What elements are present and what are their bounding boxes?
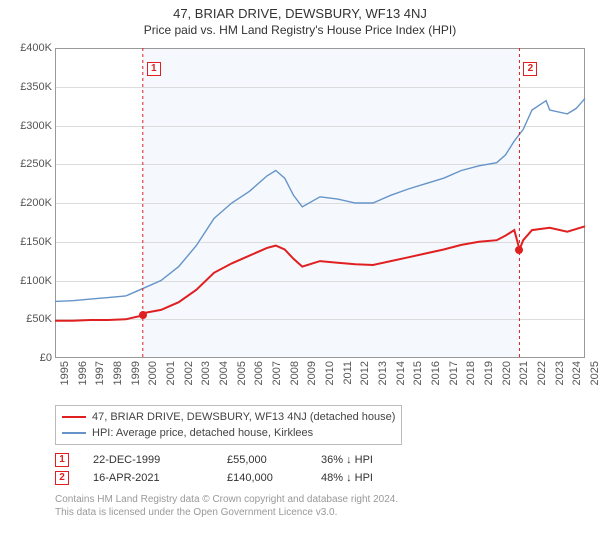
- x-tick-label: 2025: [589, 361, 600, 385]
- transaction-marker: 1: [55, 453, 69, 467]
- chart-title: 47, BRIAR DRIVE, DEWSBURY, WF13 4NJ: [10, 6, 590, 21]
- x-tick-label: 2017: [448, 361, 460, 385]
- y-tick-label: £200K: [20, 197, 52, 209]
- legend-label: 47, BRIAR DRIVE, DEWSBURY, WF13 4NJ (det…: [92, 411, 395, 423]
- legend-row: HPI: Average price, detached house, Kirk…: [62, 425, 395, 441]
- chart-area: £0 £50K £100K £150K £200K £250K £300K £350K £400…: [10, 43, 590, 403]
- y-tick-label: £50K: [26, 313, 52, 325]
- x-tick-label: 2018: [465, 361, 477, 385]
- series-hpi: [55, 98, 585, 301]
- marker-label: 1: [147, 62, 161, 76]
- x-tick-label: 2008: [289, 361, 301, 385]
- transaction-row: 1 22-DEC-1999 £55,000 36% ↓ HPI: [55, 451, 590, 469]
- x-tick-label: 2001: [165, 361, 177, 385]
- legend-swatch: [62, 416, 86, 418]
- x-tick-label: 2023: [554, 361, 566, 385]
- transaction-date: 16-APR-2021: [93, 472, 203, 484]
- legend: 47, BRIAR DRIVE, DEWSBURY, WF13 4NJ (det…: [55, 405, 402, 445]
- attribution: Contains HM Land Registry data © Crown c…: [55, 493, 590, 519]
- y-tick-label: £400K: [20, 42, 52, 54]
- y-tick-label: £100K: [20, 275, 52, 287]
- chart-container: 47, BRIAR DRIVE, DEWSBURY, WF13 4NJ Pric…: [0, 0, 600, 523]
- transaction-price: £55,000: [227, 454, 297, 466]
- x-tick-label: 2010: [324, 361, 336, 385]
- x-tick-label: 2020: [501, 361, 513, 385]
- x-tick-label: 2004: [218, 361, 230, 385]
- x-tick-label: 1998: [112, 361, 124, 385]
- x-tick-label: 2000: [147, 361, 159, 385]
- transaction-marker: 2: [55, 471, 69, 485]
- transaction-row: 2 16-APR-2021 £140,000 48% ↓ HPI: [55, 469, 590, 487]
- x-tick-label: 2005: [236, 361, 248, 385]
- x-tick-label: 2021: [518, 361, 530, 385]
- x-axis-labels: 1995 1996 1997 1998 1999 2000 2001 2002 2003 2004…: [55, 361, 585, 401]
- legend-row: 47, BRIAR DRIVE, DEWSBURY, WF13 4NJ (det…: [62, 409, 395, 425]
- line-series-svg: [55, 48, 585, 358]
- x-tick-label: 1995: [59, 361, 71, 385]
- x-tick-label: 2011: [342, 361, 354, 385]
- y-tick-label: £250K: [20, 158, 52, 170]
- plot-area: 12: [55, 48, 585, 358]
- x-tick-label: 2009: [306, 361, 318, 385]
- x-tick-label: 2015: [412, 361, 424, 385]
- x-tick-label: 2022: [536, 361, 548, 385]
- x-tick-label: 2002: [183, 361, 195, 385]
- x-tick-label: 2014: [395, 361, 407, 385]
- x-tick-label: 1999: [130, 361, 142, 385]
- transactions-table: 1 22-DEC-1999 £55,000 36% ↓ HPI 2 16-APR-2021…: [55, 451, 590, 487]
- x-tick-label: 2013: [377, 361, 389, 385]
- x-tick-label: 2006: [253, 361, 265, 385]
- transaction-price: £140,000: [227, 472, 297, 484]
- transaction-date: 22-DEC-1999: [93, 454, 203, 466]
- x-tick-label: 2012: [359, 361, 371, 385]
- series-price_paid: [55, 226, 585, 320]
- y-tick-label: £300K: [20, 120, 52, 132]
- x-tick-label: 2024: [571, 361, 583, 385]
- legend-label: HPI: Average price, detached house, Kirk…: [92, 427, 313, 439]
- marker-dot: [139, 311, 147, 319]
- legend-swatch: [62, 432, 86, 433]
- x-tick-label: 1997: [94, 361, 106, 385]
- x-tick-label: 2016: [430, 361, 442, 385]
- x-tick-label: 2007: [271, 361, 283, 385]
- y-tick-label: £350K: [20, 81, 52, 93]
- y-tick-label: £150K: [20, 236, 52, 248]
- attribution-line: This data is licensed under the Open Gov…: [55, 506, 590, 519]
- x-tick-label: 2019: [483, 361, 495, 385]
- transaction-hpi-diff: 36% ↓ HPI: [321, 454, 421, 466]
- marker-dot: [515, 246, 523, 254]
- transaction-hpi-diff: 48% ↓ HPI: [321, 472, 421, 484]
- marker-label: 2: [523, 62, 537, 76]
- y-tick-label: £0: [40, 352, 52, 364]
- chart-subtitle: Price paid vs. HM Land Registry's House …: [10, 23, 590, 37]
- attribution-line: Contains HM Land Registry data © Crown c…: [55, 493, 590, 506]
- x-tick-label: 2003: [200, 361, 212, 385]
- x-tick-label: 1996: [77, 361, 89, 385]
